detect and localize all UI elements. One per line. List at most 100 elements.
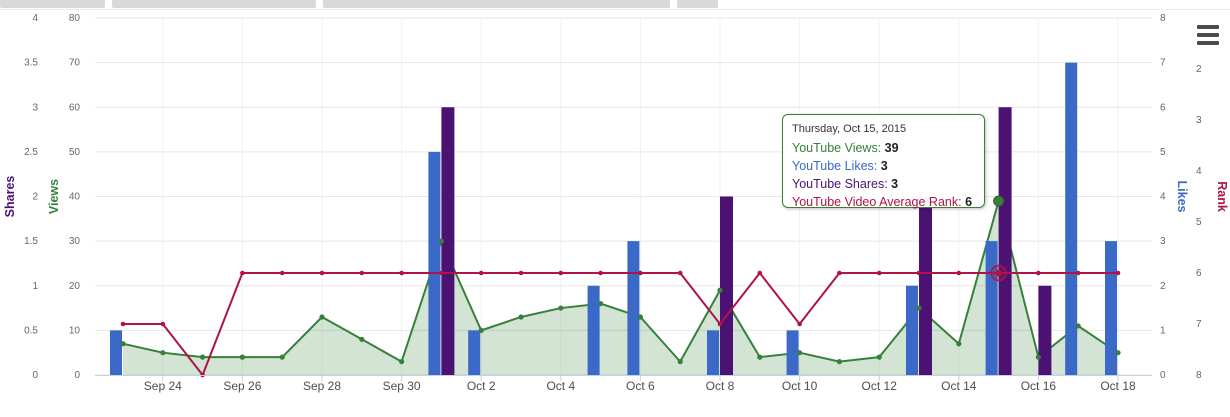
rank-axis-tick-label: 5	[1196, 217, 1202, 228]
rank-point[interactable]	[598, 270, 603, 276]
rank-point[interactable]	[319, 270, 325, 276]
rank-point[interactable]	[1036, 270, 1041, 276]
views-point[interactable]	[598, 301, 604, 307]
views-point[interactable]	[916, 305, 922, 311]
x-axis-label: Oct 8	[706, 379, 735, 393]
youtube-metrics-chart: Sep 24 Sep 26 Sep 28 Sep 30 Oct 2 Oct 4 Oct 6 O…	[3, 13, 1229, 393]
shares-bar[interactable]	[998, 107, 1012, 375]
views-point[interactable]	[319, 314, 325, 320]
views-axis-tick-label: 40	[69, 192, 81, 203]
likes-axis-tick-label: 8	[1160, 13, 1166, 24]
rank-point[interactable]	[518, 270, 524, 276]
shares-axis-tick-label: 3	[32, 102, 38, 113]
rank-point[interactable]	[1115, 270, 1121, 276]
views-point[interactable]	[1115, 350, 1121, 356]
rank-axis-tick-label: 4	[1196, 166, 1202, 177]
rank-point[interactable]	[1075, 270, 1081, 276]
views-point[interactable]	[359, 336, 365, 342]
rank-point[interactable]	[956, 270, 962, 276]
chart-context-menu-button[interactable]	[1197, 25, 1221, 45]
views-point[interactable]	[677, 359, 683, 365]
rank-point[interactable]	[757, 270, 763, 276]
views-point[interactable]	[518, 314, 524, 320]
rank-point[interactable]	[558, 270, 564, 276]
views-point[interactable]	[399, 359, 405, 365]
views-line	[122, 199, 1119, 363]
rank-point[interactable]	[638, 270, 643, 276]
shares-bar[interactable]	[1038, 285, 1052, 375]
views-point[interactable]	[120, 341, 126, 347]
views-point[interactable]	[478, 327, 484, 333]
shares-bar[interactable]	[919, 196, 932, 376]
rank-point[interactable]	[120, 321, 126, 327]
rank-axis-tick-label: 8	[1196, 370, 1202, 381]
shares-axis-tick-label: 1	[32, 281, 38, 292]
views-point[interactable]	[1035, 354, 1041, 360]
views-point[interactable]	[757, 354, 763, 360]
x-axis-label: Sep 26	[223, 379, 261, 393]
rank-point[interactable]	[837, 270, 842, 276]
x-axis-label: Oct 16	[1021, 379, 1057, 393]
rank-point[interactable]	[478, 270, 484, 276]
hamburger-icon	[1197, 41, 1219, 45]
rank-point[interactable]	[916, 270, 922, 276]
likes-bar[interactable]	[110, 330, 122, 375]
likes-bar[interactable]	[985, 241, 998, 375]
highlighted-rank-point[interactable]	[995, 269, 1002, 277]
shares-bar[interactable]	[720, 196, 733, 376]
shares-axis-tick-label: 2.5	[24, 147, 38, 158]
hamburger-icon	[1197, 33, 1219, 37]
rank-point[interactable]	[677, 270, 683, 276]
app-tab-stub[interactable]	[677, 0, 718, 8]
likes-bar[interactable]	[707, 330, 719, 375]
rank-axis-tick-label: 2	[1196, 64, 1202, 75]
tooltip-likes-value: 3	[880, 159, 888, 173]
views-point[interactable]	[1075, 323, 1081, 329]
likes-bar[interactable]	[1065, 62, 1078, 375]
views-point[interactable]	[239, 354, 245, 360]
likes-bar[interactable]	[587, 285, 600, 375]
views-point[interactable]	[558, 305, 564, 311]
views-axis-tick-label: 10	[69, 325, 81, 336]
rank-point[interactable]	[797, 321, 802, 327]
rank-point[interactable]	[160, 321, 166, 327]
likes-bar[interactable]	[906, 285, 918, 375]
shares-axis-tick-label: 0	[32, 370, 38, 381]
app-tab-stub[interactable]	[323, 0, 670, 8]
app-tab-stub[interactable]	[112, 0, 316, 8]
rank-point[interactable]	[279, 270, 285, 276]
tooltip-rank-value: 6	[965, 195, 973, 209]
likes-bar[interactable]	[468, 330, 481, 375]
views-axis-tick-label: 20	[69, 281, 81, 292]
rank-point[interactable]	[240, 270, 245, 276]
likes-axis-tick-label: 4	[1160, 192, 1166, 203]
views-point[interactable]	[956, 341, 962, 347]
views-point[interactable]	[438, 238, 444, 244]
rank-axis-title: Rank	[1215, 181, 1229, 212]
shares-axis-tick-label: 3.5	[24, 58, 38, 69]
views-point[interactable]	[717, 287, 723, 293]
views-point[interactable]	[637, 314, 644, 320]
views-point[interactable]	[279, 354, 285, 360]
likes-bar[interactable]	[627, 241, 640, 375]
rank-point[interactable]	[876, 270, 882, 276]
views-axis-tick-label: 50	[69, 147, 81, 158]
likes-bar[interactable]	[428, 151, 441, 375]
rank-point[interactable]	[359, 270, 365, 276]
likes-bar[interactable]	[786, 330, 799, 375]
rank-point[interactable]	[439, 270, 444, 276]
rank-point[interactable]	[717, 321, 723, 327]
views-point[interactable]	[876, 354, 882, 360]
highlighted-views-point[interactable]	[993, 195, 1005, 207]
rank-point[interactable]	[399, 270, 404, 276]
shares-bar[interactable]	[441, 107, 455, 375]
app-tab-stub[interactable]	[0, 0, 105, 8]
views-point[interactable]	[797, 350, 803, 356]
likes-bar[interactable]	[1105, 241, 1117, 375]
shares-axis-tick-label: 1.5	[24, 236, 38, 247]
views-point[interactable]	[836, 359, 843, 365]
browser-tab-strip	[0, 0, 1230, 9]
views-point[interactable]	[200, 354, 206, 360]
views-point[interactable]	[160, 350, 166, 356]
